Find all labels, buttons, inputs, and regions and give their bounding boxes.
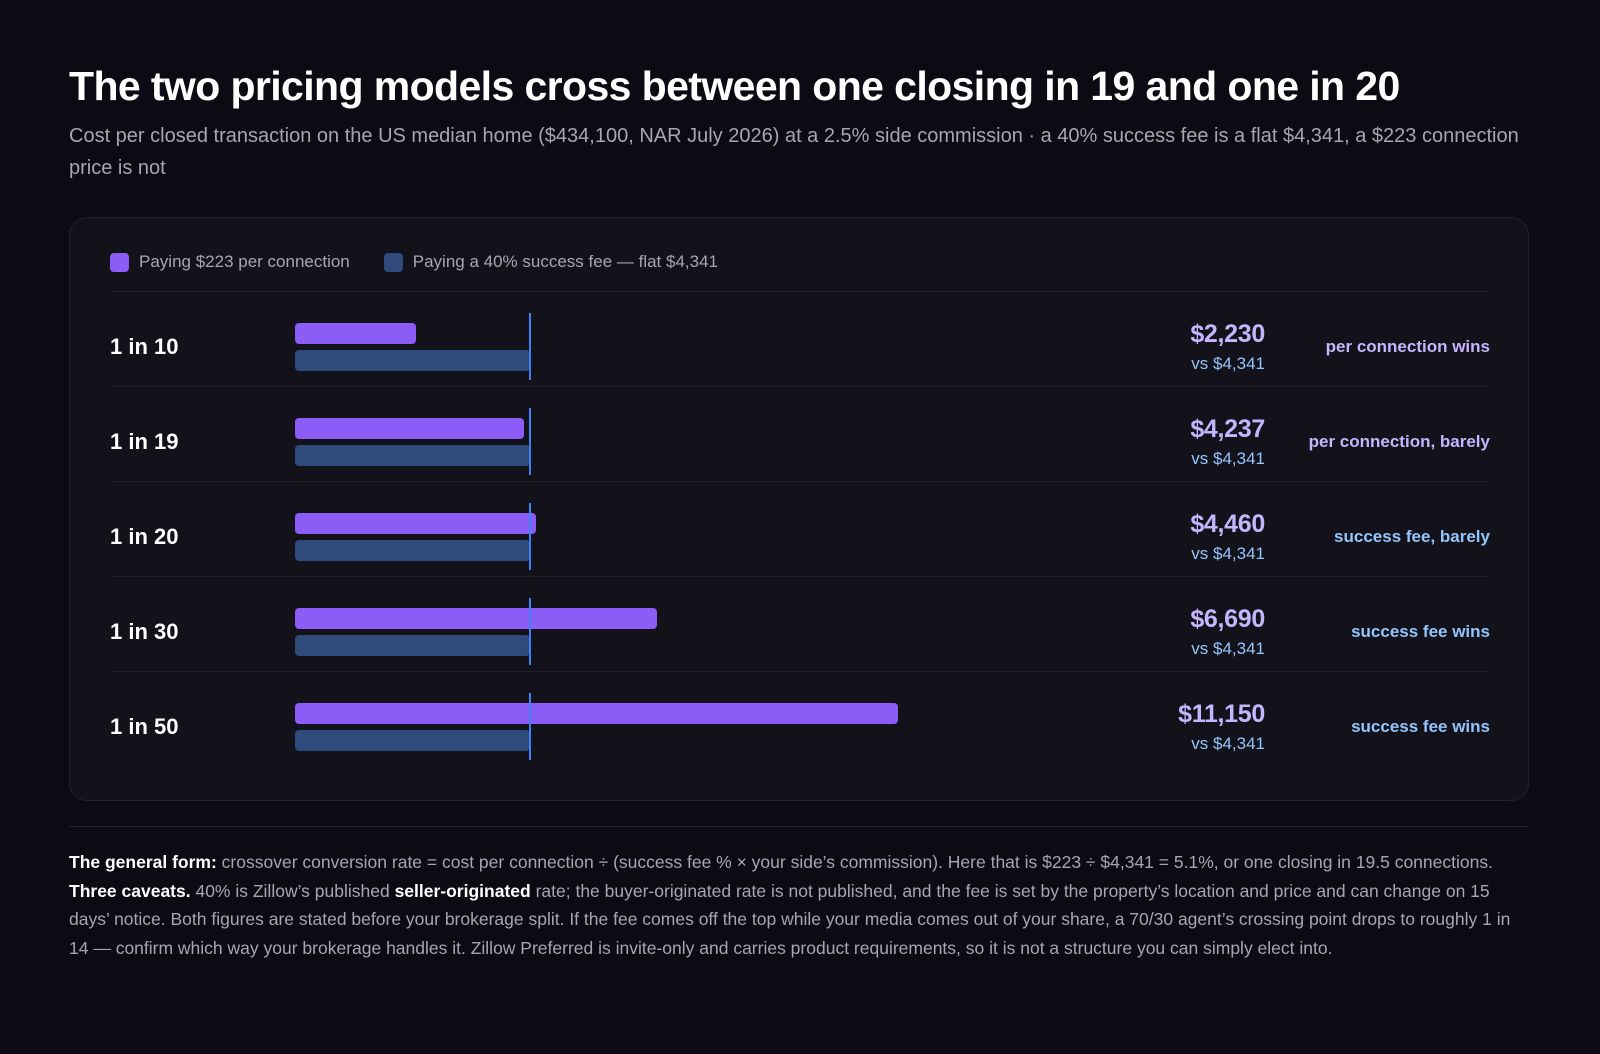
row-label: 1 in 10 xyxy=(110,334,179,359)
data-label-value: $6,690 xyxy=(1190,605,1265,633)
data-label-compare: vs $4,341 xyxy=(1191,544,1265,563)
row-label: 1 in 30 xyxy=(110,619,179,644)
bar-success-fee xyxy=(295,445,530,466)
bar-success-fee xyxy=(295,540,530,561)
legend-divider xyxy=(110,291,1490,292)
legend-swatch-connection xyxy=(110,252,129,272)
data-label-value: $4,237 xyxy=(1190,415,1265,443)
row-label: 1 in 20 xyxy=(110,524,179,549)
verdict-label: success fee wins xyxy=(1351,717,1490,736)
footnote-text-2: 40% is Zillow’s published xyxy=(190,880,395,901)
verdict-label: success fee, barely xyxy=(1334,527,1490,546)
bar-per-connection xyxy=(295,418,525,439)
bar-per-connection xyxy=(295,513,537,534)
bar-area xyxy=(295,387,1215,482)
data-label-value: $4,460 xyxy=(1190,510,1265,538)
page-title: The two pricing models cross between one… xyxy=(69,63,1400,109)
legend-label-connection: Paying $223 per connection xyxy=(139,252,350,271)
data-label-compare: vs $4,341 xyxy=(1191,734,1265,753)
legend-swatch-success-fee xyxy=(383,252,403,272)
verdict-label: success fee wins xyxy=(1351,622,1490,641)
bar-success-fee xyxy=(295,730,530,751)
reference-line xyxy=(528,598,531,665)
chart-row: 1 in 10 $2,230 vs $4,341 per connection win… xyxy=(110,292,1490,387)
data-label-compare: vs $4,341 xyxy=(1191,449,1265,468)
data-label-compare: vs $4,341 xyxy=(1191,639,1265,658)
page-subtitle: Cost per closed transaction on the US me… xyxy=(69,125,1519,179)
data-label-compare: vs $4,341 xyxy=(1191,354,1265,373)
chart-legend: Paying $223 per connection Paying a 40% … xyxy=(110,250,718,274)
reference-line xyxy=(528,693,531,760)
footnote-lead: The general form: xyxy=(69,852,217,872)
bar-per-connection xyxy=(295,703,899,724)
legend-label-success-fee: Paying a 40% success fee — flat $4,341 xyxy=(412,252,719,271)
bar-area xyxy=(295,672,1215,767)
row-label: 1 in 50 xyxy=(110,714,179,739)
footnote-caveats: Three caveats. xyxy=(69,880,191,901)
reference-line xyxy=(528,408,531,475)
reference-line xyxy=(528,313,531,380)
reference-line xyxy=(528,503,531,570)
legend-item-connection: Paying $223 per connection xyxy=(110,252,350,272)
legend-item-success-fee: Paying a 40% success fee — flat $4,341 xyxy=(383,252,719,272)
bar-area xyxy=(295,482,1215,577)
data-label-value: $2,230 xyxy=(1190,320,1265,348)
bar-success-fee xyxy=(295,635,530,656)
bar-per-connection xyxy=(295,323,416,344)
bar-success-fee xyxy=(295,350,530,371)
verdict-label: per connection, barely xyxy=(1308,432,1490,451)
data-label-value: $11,150 xyxy=(1178,700,1265,728)
footnote-text-1: crossover conversion rate = cost per con… xyxy=(216,852,1493,872)
bar-per-connection xyxy=(295,608,658,629)
footnote: The general form: crossover conversion r… xyxy=(69,848,1529,962)
chart-row: 1 in 20 $4,460 vs $4,341 success fee, barel… xyxy=(110,482,1490,577)
row-label: 1 in 19 xyxy=(110,429,179,454)
footnote-divider xyxy=(69,826,1529,827)
chart-row: 1 in 50 $11,150 vs $4,341 success fee wins xyxy=(110,672,1490,767)
chart-row: 1 in 30 $6,690 vs $4,341 success fee wins xyxy=(110,577,1490,672)
chart-rows: 1 in 10 $2,230 vs $4,341 per connection win… xyxy=(110,292,1490,767)
footnote-text-3: rate; the buyer-originated rate is not p… xyxy=(69,880,1511,958)
bar-area xyxy=(295,577,1215,672)
footnote-seller-originated: seller-originated xyxy=(394,880,531,901)
chart-row: 1 in 19 $4,237 vs $4,341 per connection, ba… xyxy=(110,387,1490,482)
verdict-label: per connection wins xyxy=(1325,337,1490,356)
chart-card: Paying $223 per connection Paying a 40% … xyxy=(69,217,1529,801)
bar-area xyxy=(295,292,1215,387)
